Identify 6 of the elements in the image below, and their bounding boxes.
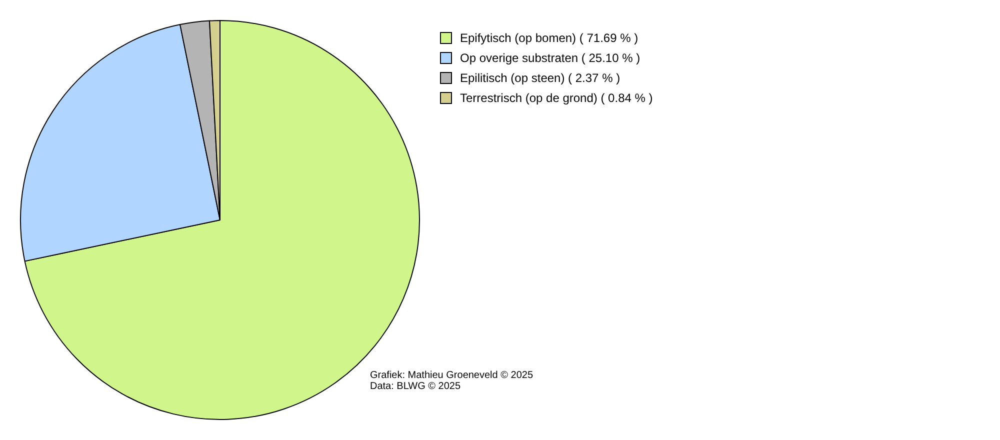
legend-label: Terrestrisch (op de grond) ( 0.84 % ) xyxy=(460,91,653,105)
legend-label: Epifytisch (op bomen) ( 71.69 % ) xyxy=(460,31,638,45)
text: Grafiek: Mathieu Groeneveld © 2025 xyxy=(370,370,534,381)
legend-label: Op overige substraten ( 25.10 % ) xyxy=(460,51,640,65)
text: Data: BLWG © 2025 xyxy=(370,381,462,392)
legend-label: Epilitisch (op steen) ( 2.37 % ) xyxy=(460,71,620,85)
